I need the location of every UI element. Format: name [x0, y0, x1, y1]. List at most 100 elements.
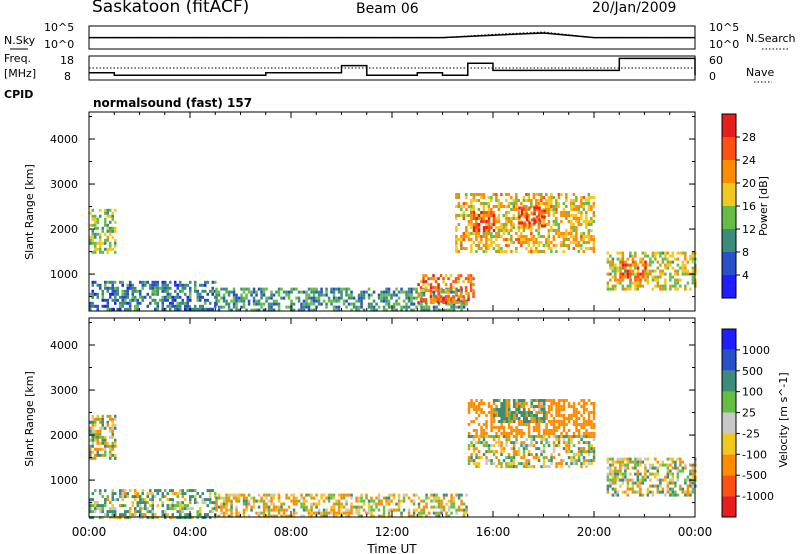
- heat-cell: [91, 217, 94, 221]
- heat-cell: [242, 305, 246, 309]
- heat-cell: [518, 215, 521, 219]
- heat-cell: [235, 296, 238, 300]
- heat-cell: [387, 293, 391, 297]
- heat-cell: [129, 507, 132, 511]
- heat-cell: [606, 460, 610, 464]
- heat-cell: [111, 426, 114, 430]
- heat-cell: [340, 511, 343, 515]
- heat-cell: [577, 429, 581, 432]
- heat-cell: [520, 423, 523, 426]
- heat-cell: [475, 465, 478, 469]
- heat-cell: [407, 514, 411, 518]
- heat-cell: [533, 414, 536, 417]
- heat-cell: [497, 202, 501, 205]
- heat-cell: [325, 305, 328, 309]
- heat-cell: [577, 402, 581, 405]
- heat-cell: [225, 511, 228, 515]
- heat-cell: [651, 472, 655, 476]
- heat-cell: [609, 466, 612, 470]
- heat-cell: [111, 441, 114, 445]
- heat-cell: [624, 272, 627, 276]
- heat-cell: [510, 447, 513, 451]
- heat-cell: [154, 283, 157, 287]
- heat-cell: [547, 220, 551, 223]
- heat-cell: [565, 199, 568, 202]
- heat-cell: [523, 411, 526, 414]
- heat-cell: [609, 469, 612, 473]
- noise-left-tick-bottom: 10^0: [44, 38, 74, 51]
- heat-cell: [189, 289, 192, 293]
- heat-cell: [114, 438, 117, 442]
- heat-cell: [300, 493, 303, 497]
- heat-cell: [144, 507, 147, 511]
- heat-cell: [405, 302, 408, 306]
- heat-cell: [181, 501, 184, 505]
- heat-cell: [495, 450, 498, 454]
- heat-cell: [242, 508, 246, 512]
- heat-cell: [651, 260, 655, 264]
- heat-cell: [646, 269, 650, 273]
- heat-cell: [201, 283, 204, 287]
- heat-cell: [538, 417, 541, 420]
- heat-cell: [129, 283, 132, 287]
- heat-cell: [493, 414, 496, 417]
- heat-cell: [189, 292, 192, 296]
- heat-cell: [277, 499, 281, 503]
- heat-cell: [450, 502, 453, 506]
- heat-cell: [101, 417, 104, 421]
- heat-cell: [94, 507, 97, 511]
- heat-cell: [126, 286, 129, 290]
- heat-cell: [515, 450, 518, 454]
- heat-cell: [505, 229, 508, 232]
- heat-cell: [199, 495, 202, 499]
- heat-cell: [590, 229, 593, 232]
- heat-cell: [252, 505, 256, 509]
- heat-cell: [621, 287, 625, 291]
- heat-cell: [575, 244, 578, 247]
- heat-cell: [119, 492, 122, 496]
- heat-cell: [134, 286, 137, 290]
- heat-cell: [106, 214, 109, 218]
- heat-cell: [482, 250, 486, 253]
- heat-cell: [547, 205, 551, 208]
- heat-cell: [585, 214, 588, 217]
- heat-cell: [385, 496, 388, 500]
- heat-cell: [542, 435, 546, 439]
- heat-cell: [580, 205, 583, 208]
- heat-cell: [357, 299, 361, 303]
- heat-cell: [552, 214, 556, 217]
- heat-cell: [522, 205, 526, 208]
- heat-cell: [644, 251, 647, 255]
- heat-cell: [477, 217, 481, 220]
- heat-cell: [580, 453, 583, 457]
- heat-cell: [355, 305, 358, 309]
- heat-cell: [255, 499, 258, 503]
- heat-cell: [215, 502, 218, 506]
- heat-cell: [639, 275, 642, 279]
- heat-cell: [530, 444, 533, 448]
- heat-cell: [194, 280, 197, 284]
- heat-cell: [179, 492, 182, 496]
- heat-cell: [545, 205, 548, 208]
- heat-cell: [99, 435, 102, 439]
- heat-cell: [495, 414, 498, 417]
- heat-cell: [585, 465, 588, 469]
- heat-cell: [671, 487, 675, 491]
- heat-cell: [656, 484, 660, 488]
- heat-cell: [395, 302, 398, 306]
- heat-cell: [616, 278, 620, 282]
- heat-cell: [457, 202, 461, 205]
- heat-cell: [312, 302, 316, 306]
- heat-cell: [575, 205, 578, 208]
- velocity-colorbar-swatch: [722, 412, 736, 434]
- heat-cell: [562, 423, 566, 426]
- heat-cell: [614, 466, 617, 470]
- heat-cell: [495, 238, 498, 241]
- heat-cell: [510, 202, 513, 205]
- heat-cell: [664, 272, 667, 276]
- heat-cell: [634, 281, 637, 285]
- heat-cell: [330, 511, 333, 515]
- heat-cell: [676, 269, 680, 273]
- heat-cell: [91, 441, 94, 445]
- heat-cell: [225, 508, 228, 512]
